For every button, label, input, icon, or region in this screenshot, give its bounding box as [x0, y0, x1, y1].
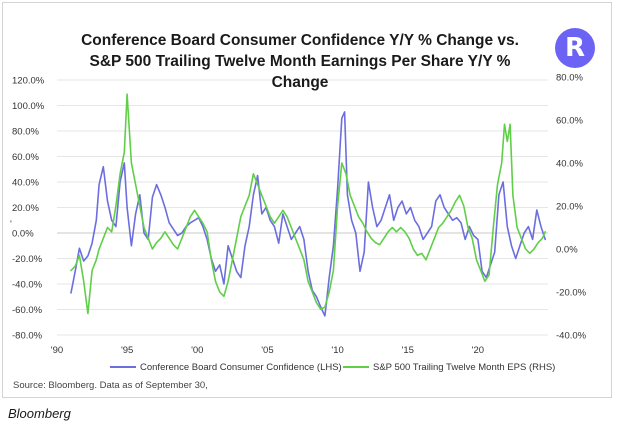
y-left-tick-label: 60.0% — [12, 152, 39, 163]
x-tick-label: '00 — [191, 345, 203, 356]
y-right-tick-label: -20.0% — [556, 288, 587, 299]
y-right-tick-label: 60.0% — [556, 116, 583, 127]
y-right-tick-label: 0.0% — [556, 245, 578, 256]
legend-label-cc: Conference Board Consumer Confidence (LH… — [140, 362, 342, 373]
y-right-tick-label: 80.0% — [556, 73, 583, 84]
y-left-tick-label: 0.0% — [12, 229, 34, 240]
caption: Bloomberg — [8, 406, 71, 421]
y-left-tick-label: -60.0% — [12, 305, 43, 316]
y-right-tick-label: 40.0% — [556, 159, 583, 170]
source-note: Source: Bloomberg. Data as of September … — [13, 380, 208, 391]
logo-letter: R — [564, 33, 586, 63]
y-left-tick-label: 100.0% — [12, 101, 45, 112]
y-left-tick-label: -20.0% — [12, 254, 43, 265]
x-tick-label: '15 — [402, 345, 414, 356]
x-tick-label: '05 — [261, 345, 273, 356]
y-right-tick-label: -40.0% — [556, 331, 587, 342]
x-tick-label: '90 — [51, 345, 63, 356]
y-left-tick-label: 120.0% — [12, 76, 45, 87]
y-left-tick-label: 80.0% — [12, 127, 39, 138]
y-left-tick-label: -40.0% — [12, 280, 43, 291]
y-left-tick-label: 40.0% — [12, 178, 39, 189]
y-right-tick-label: 20.0% — [556, 202, 583, 213]
chart-frame — [2, 2, 612, 398]
chart-title-line2: S&P 500 Trailing Twelve Month Earnings P… — [89, 53, 511, 70]
series-line-sp500-eps — [70, 93, 547, 315]
r-logo-icon: R — [555, 28, 595, 68]
y-left-tick-label: 20.0% — [12, 203, 39, 214]
y-left-tick-label: -80.0% — [12, 331, 43, 342]
legend-label-eps: S&P 500 Trailing Twelve Month EPS (RHS) — [373, 362, 555, 373]
x-tick-label: '20 — [472, 345, 484, 356]
y-left-axis-marker: ' — [10, 219, 12, 230]
chart-title-line3: Change — [271, 74, 329, 91]
x-tick-label: '10 — [331, 345, 343, 356]
chart-title-line1: Conference Board Consumer Confidence Y/Y… — [81, 32, 519, 49]
x-tick-label: '95 — [121, 345, 133, 356]
